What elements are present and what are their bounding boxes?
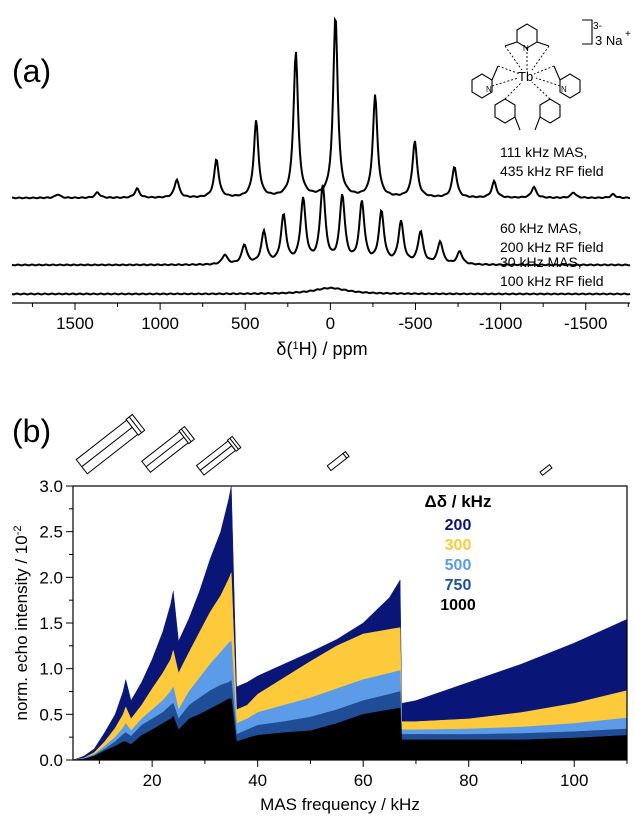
legend-entry-200: 200 — [445, 517, 472, 534]
y-tick-label-b: 2.0 — [39, 568, 63, 587]
coord-bond — [535, 77, 561, 87]
x-tick-label-a: 1000 — [141, 314, 179, 333]
x-tick-label-a: 1500 — [56, 314, 94, 333]
rotor-icon-large — [75, 413, 146, 475]
coord-bond — [497, 65, 521, 75]
y-tick-label-b: 0.0 — [39, 751, 63, 770]
coord-bond — [533, 65, 555, 75]
rotor-icons — [75, 413, 553, 476]
coord-bond — [491, 77, 519, 87]
arm — [504, 41, 518, 47]
spectrum-trace-3 — [11, 286, 631, 296]
x-tick-label-b: 40 — [248, 771, 267, 790]
legend-entry-500: 500 — [445, 557, 472, 574]
area-series-1000 — [72, 698, 628, 761]
x-tick-label-a: -1000 — [479, 314, 522, 333]
spectrum-label-line2: 200 kHz RF field — [500, 239, 603, 255]
complex-bracket — [582, 19, 593, 45]
panel-a-spectra: 1500 1000 500 0 -500 -1000 -1500 δ(1H) / ppm 111… — [11, 16, 631, 359]
x-tick-label-b: 100 — [560, 771, 588, 790]
spectrum-trace-2 — [11, 184, 631, 267]
x-tick-label-a: 0 — [326, 314, 335, 333]
x-tick-label-a: -500 — [398, 314, 432, 333]
spectrum-label-line2: 435 kHz RF field — [500, 163, 603, 179]
pyridine-ring-bottom-right — [539, 98, 561, 124]
spectrum-label-line2: 100 kHz RF field — [500, 273, 603, 289]
central-atom-label: Tb — [518, 69, 533, 84]
legend-entry-300: 300 — [445, 537, 472, 554]
arm — [553, 65, 561, 81]
rotor-icon-tiny — [326, 450, 350, 472]
y-tick-label-b: 2.5 — [39, 523, 63, 542]
panel-a-label: (a) — [12, 53, 51, 89]
x-tick-label-b: 60 — [354, 771, 373, 790]
tb-complex-structure — [471, 19, 593, 131]
x-tick-label-b: 80 — [459, 771, 478, 790]
y-tick-label-b: 0.5 — [39, 705, 63, 724]
spectrum-label-line1: 111 kHz MAS, — [500, 144, 587, 160]
x-tick-label-a: -1500 — [564, 314, 607, 333]
arm — [491, 65, 499, 81]
pyridine-ring-bottom — [494, 98, 516, 124]
complex-charge: 3- — [593, 21, 602, 32]
spectrum-label-line1: 30 kHz MAS, — [500, 254, 582, 270]
arm — [534, 116, 541, 131]
pyridine-n-label: N — [561, 85, 567, 94]
counter-ion-label: 3 Na — [595, 33, 623, 48]
panel-b-echo-chart: 20 40 60 80 100 0.0 0.5 1.0 1.5 2.0 2.5 3.0 MAS freq… — [12, 477, 628, 814]
coord-bond — [531, 81, 551, 100]
pyridine-n-label: N — [523, 44, 529, 53]
y-tick-label-b: 3.0 — [39, 477, 63, 496]
rotor-icon-small — [195, 435, 242, 476]
x-axis-title-b: MAS frequency / kHz — [260, 795, 420, 814]
coord-bond — [531, 45, 550, 71]
coord-bond — [504, 45, 523, 71]
x-tick-label-b: 20 — [143, 771, 162, 790]
arm — [514, 116, 521, 131]
legend-entry-1000: 1000 — [440, 597, 476, 614]
x-tick-label-a: 500 — [231, 314, 259, 333]
pyridine-ring-right — [559, 73, 581, 99]
rotor-icon-medium — [141, 425, 196, 473]
y-axis-title-b: norm. echo intensity / 10-2 — [12, 526, 31, 721]
rotor-icon-micro — [539, 464, 553, 476]
legend-title: Δδ / kHz — [425, 492, 492, 511]
pyridine-ring-left — [471, 73, 493, 99]
coord-bond — [504, 81, 523, 100]
x-axis-title-a: δ(1H) / ppm — [276, 339, 367, 359]
spectrum-label-line1: 60 kHz MAS, — [500, 220, 582, 236]
y-tick-label-b: 1.0 — [39, 660, 63, 679]
panel-b-label: (b) — [12, 413, 51, 449]
legend-entry-750: 750 — [445, 577, 472, 594]
arm — [536, 41, 550, 47]
y-tick-label-b: 1.5 — [39, 614, 63, 633]
pyridine-n-label: N — [486, 85, 492, 94]
counter-ion-charge: + — [625, 29, 631, 40]
